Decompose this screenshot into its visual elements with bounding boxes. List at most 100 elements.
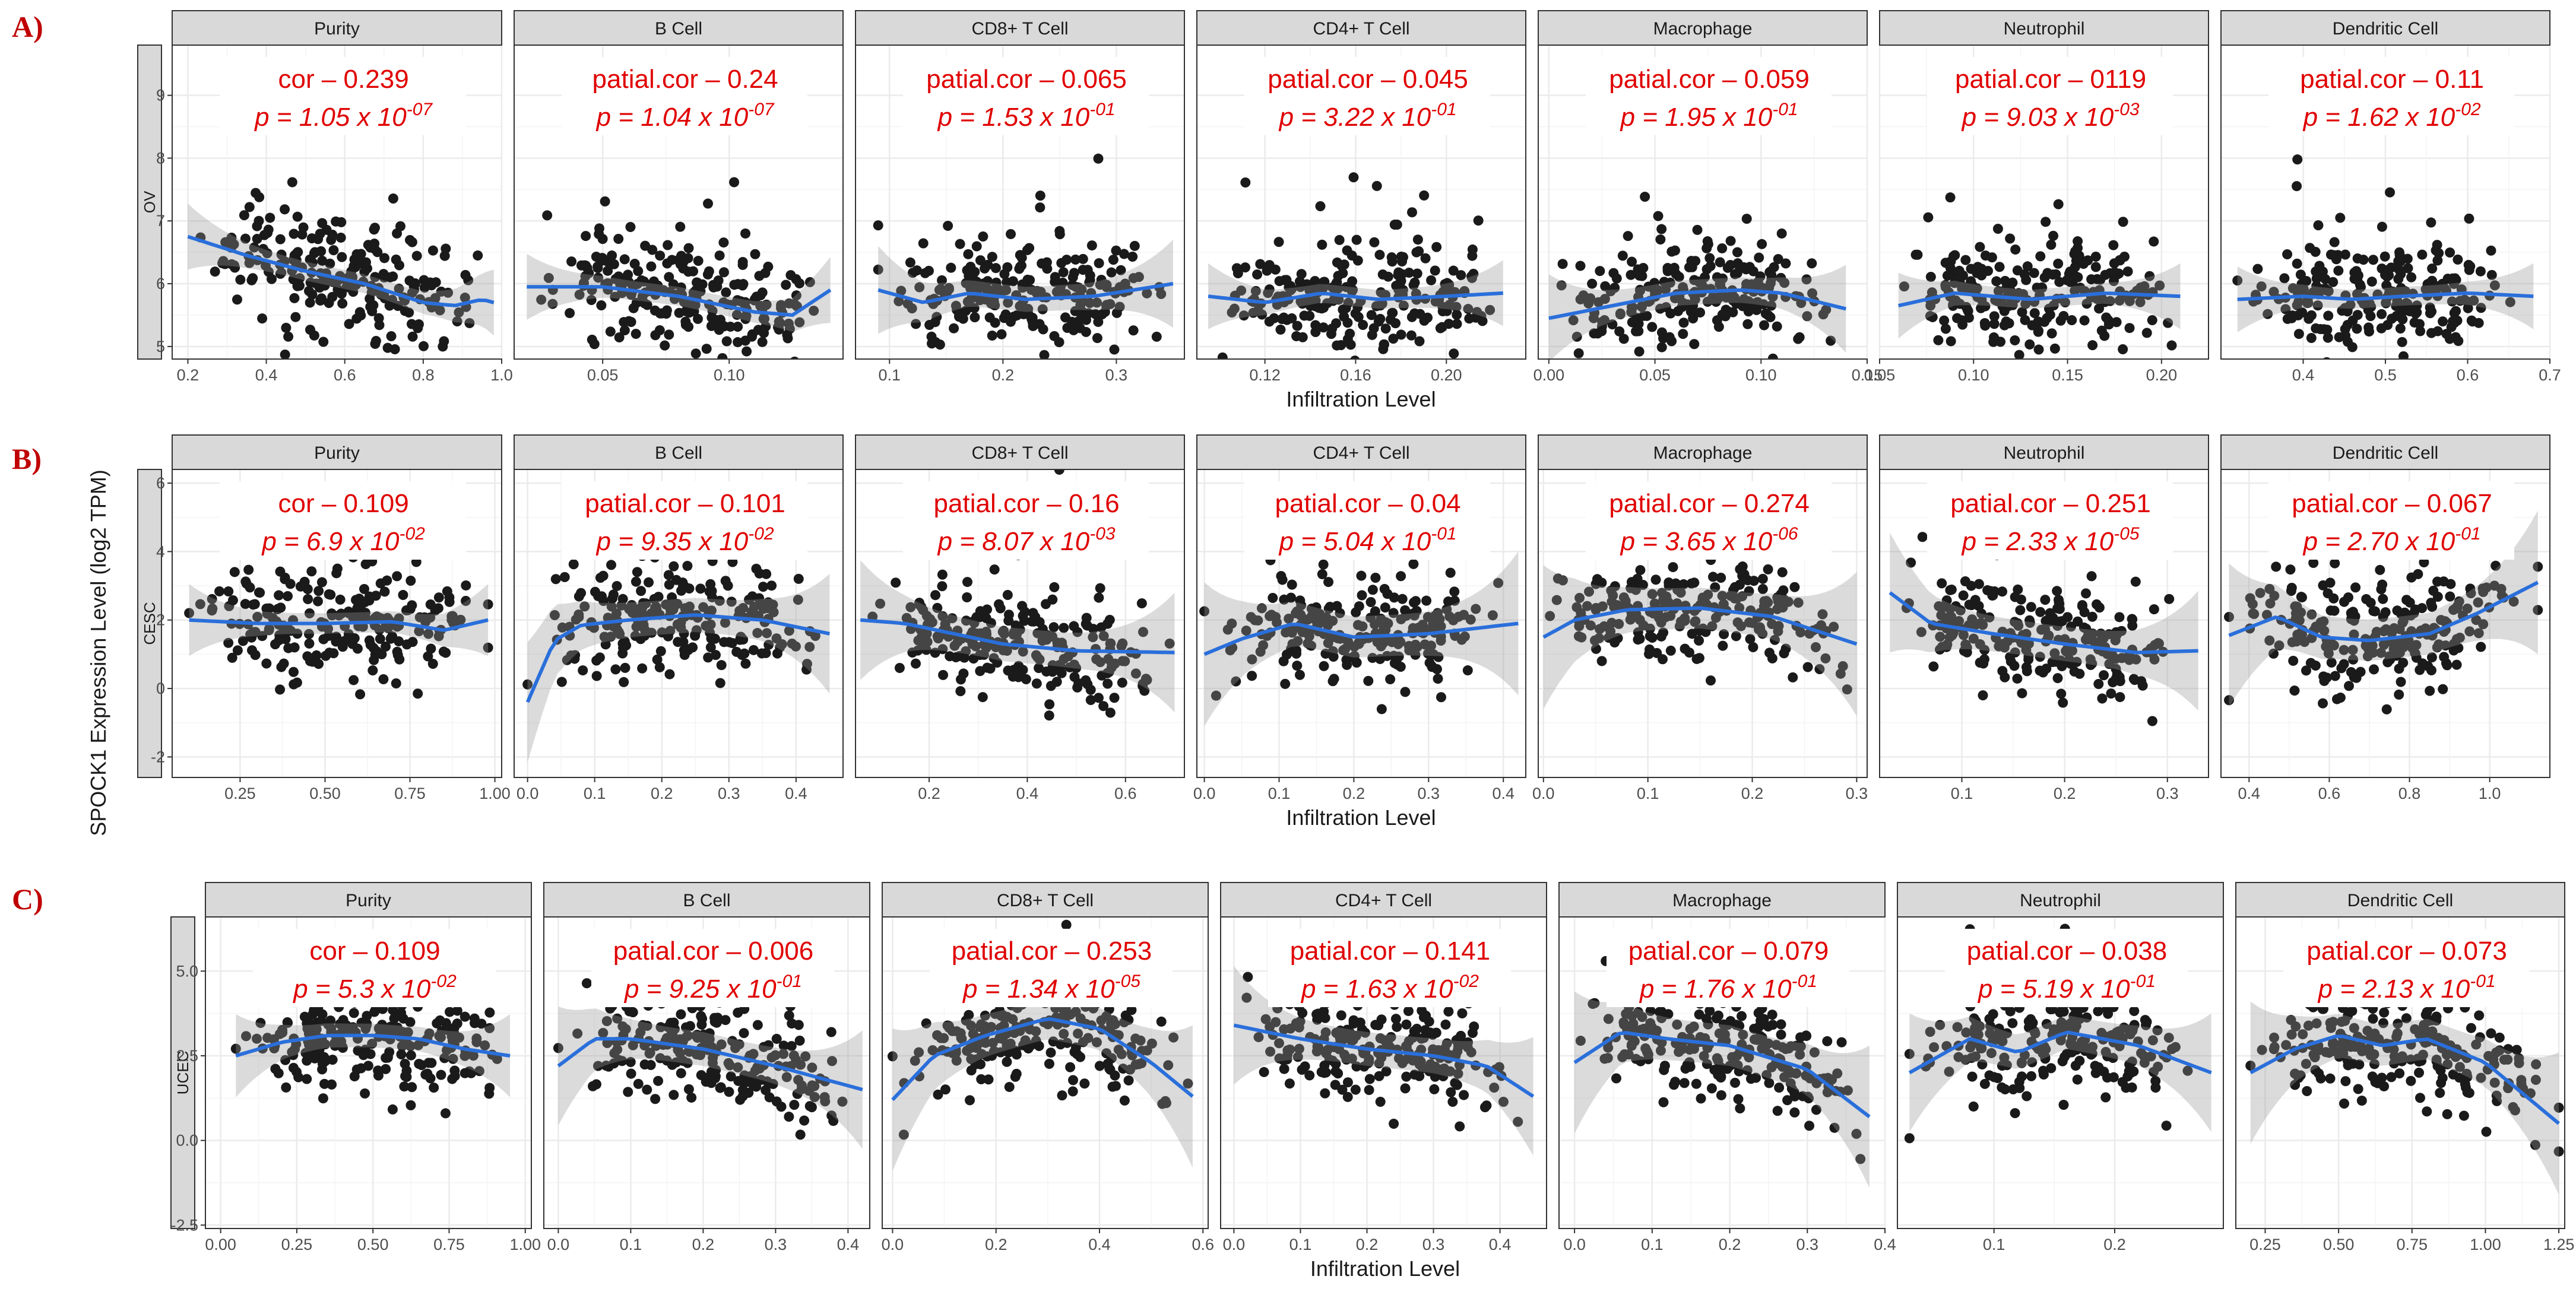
data-point [2323, 286, 2334, 297]
data-point [784, 1112, 794, 1122]
data-point [1054, 337, 1064, 348]
data-point [382, 1051, 393, 1062]
data-point [2018, 289, 2029, 300]
data-point [1133, 1059, 1144, 1069]
x-tick-label: 0.2 [692, 1236, 715, 1253]
data-point [452, 316, 462, 326]
data-point [1327, 615, 1338, 626]
data-point [391, 678, 401, 689]
data-point [2335, 693, 2346, 703]
data-point [2056, 688, 2067, 699]
cancer-label: CESC [141, 602, 159, 645]
data-point [2052, 673, 2063, 684]
data-point [1692, 224, 1703, 235]
data-point [1766, 300, 1777, 311]
data-point [1007, 276, 1018, 287]
data-point [1678, 329, 1688, 339]
data-point [430, 277, 441, 288]
data-point [894, 663, 905, 674]
panel-title: CD4+ T Cell [1335, 891, 1432, 910]
data-point [1351, 657, 1362, 668]
data-point [697, 279, 708, 290]
data-point [1741, 214, 1752, 224]
data-point [624, 1006, 635, 1017]
x-tick-label: 0.1 [620, 1236, 642, 1253]
data-point [283, 331, 294, 342]
data-point [2010, 592, 2020, 602]
data-point [727, 1036, 738, 1046]
data-point [1917, 532, 1928, 542]
data-point [480, 1040, 490, 1050]
data-point [329, 1037, 340, 1048]
data-point [2463, 303, 2473, 313]
data-point [1449, 348, 1459, 358]
data-point [566, 256, 577, 267]
data-point [403, 605, 413, 615]
p-prefix: p = [1278, 527, 1324, 556]
data-point [1016, 252, 1027, 263]
data-point [953, 311, 964, 322]
data-point [2096, 325, 2107, 336]
data-point [1127, 251, 1138, 262]
scatter-layer [187, 177, 495, 358]
data-point [1285, 1023, 1296, 1034]
data-point [2087, 340, 2098, 351]
data-point [1940, 280, 1951, 290]
data-point [1979, 645, 1990, 655]
stats-box [562, 481, 807, 560]
data-point [742, 346, 752, 357]
data-point [419, 612, 430, 623]
data-point [1957, 270, 1968, 281]
data-point [369, 243, 380, 254]
data-point [905, 257, 915, 268]
data-point [1019, 615, 1029, 626]
data-point [1802, 311, 1813, 322]
data-point [1822, 1087, 1833, 1097]
data-point [2265, 598, 2276, 609]
data-point [246, 632, 257, 643]
data-point [484, 1007, 495, 1018]
data-point [460, 1050, 470, 1061]
data-point [606, 560, 617, 570]
data-point [725, 1071, 736, 1082]
data-point [1795, 1049, 1805, 1060]
data-point [315, 295, 326, 306]
data-point [1062, 322, 1073, 333]
data-point [1380, 602, 1390, 613]
data-point [439, 1053, 450, 1064]
data-point [2017, 688, 2027, 699]
data-point [968, 1028, 978, 1039]
data-point [1136, 598, 1147, 609]
data-point [389, 344, 400, 354]
data-point [652, 654, 663, 665]
cancer-strip [137, 45, 162, 360]
data-point [1817, 609, 1828, 620]
data-point [305, 656, 315, 666]
data-point [1101, 282, 1112, 293]
data-point [1339, 312, 1349, 322]
data-point [791, 274, 801, 284]
data-point [619, 317, 629, 328]
data-point [2020, 315, 2030, 325]
data-point [1020, 380, 1030, 391]
data-point [1128, 325, 1139, 336]
data-point [398, 1027, 408, 1037]
data-point [2441, 329, 2452, 339]
x-tick-label: 0.05 [587, 366, 619, 384]
data-point [471, 1037, 482, 1047]
data-point [240, 233, 251, 244]
data-point [1972, 283, 1982, 294]
data-point [2451, 306, 2461, 316]
scatter-layer [1208, 172, 1503, 358]
data-point [360, 1088, 370, 1099]
data-point [636, 586, 647, 596]
data-point [1401, 1019, 1412, 1030]
data-point [1222, 624, 1233, 635]
data-point [439, 336, 449, 347]
data-point [574, 289, 585, 300]
data-point [2473, 597, 2483, 608]
data-point [2432, 255, 2443, 266]
data-point [914, 282, 925, 293]
data-point [1702, 236, 1713, 247]
